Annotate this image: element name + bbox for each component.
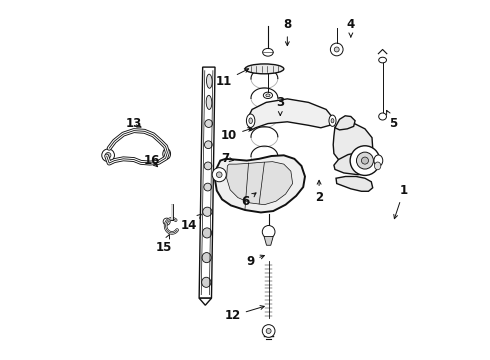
Text: 4: 4 bbox=[347, 18, 355, 37]
Circle shape bbox=[266, 329, 271, 333]
Ellipse shape bbox=[379, 57, 387, 63]
Ellipse shape bbox=[202, 253, 211, 263]
Text: 16: 16 bbox=[143, 154, 160, 167]
Circle shape bbox=[262, 225, 275, 238]
Text: 13: 13 bbox=[126, 117, 142, 130]
Polygon shape bbox=[199, 298, 212, 305]
Circle shape bbox=[262, 325, 275, 337]
Text: 8: 8 bbox=[283, 18, 292, 46]
Circle shape bbox=[362, 157, 368, 164]
Ellipse shape bbox=[263, 48, 273, 56]
Circle shape bbox=[330, 43, 343, 56]
Polygon shape bbox=[215, 155, 305, 212]
Text: 5: 5 bbox=[387, 111, 397, 130]
Polygon shape bbox=[248, 99, 333, 131]
Circle shape bbox=[204, 162, 212, 170]
Text: 3: 3 bbox=[276, 96, 284, 116]
Text: 15: 15 bbox=[156, 235, 172, 253]
Circle shape bbox=[203, 207, 212, 216]
Polygon shape bbox=[264, 237, 273, 245]
Circle shape bbox=[204, 183, 212, 191]
Circle shape bbox=[204, 141, 212, 149]
Polygon shape bbox=[336, 176, 373, 191]
Polygon shape bbox=[335, 116, 355, 130]
Ellipse shape bbox=[329, 115, 336, 126]
Ellipse shape bbox=[266, 94, 270, 97]
Ellipse shape bbox=[163, 149, 171, 159]
Text: 9: 9 bbox=[246, 255, 264, 267]
Polygon shape bbox=[199, 67, 215, 298]
Ellipse shape bbox=[374, 162, 381, 170]
Text: 2: 2 bbox=[315, 180, 323, 204]
Text: 12: 12 bbox=[224, 306, 264, 322]
Circle shape bbox=[205, 120, 213, 127]
Polygon shape bbox=[227, 162, 293, 205]
Circle shape bbox=[102, 149, 115, 162]
Ellipse shape bbox=[202, 277, 211, 287]
Text: 14: 14 bbox=[180, 214, 201, 232]
Ellipse shape bbox=[249, 118, 252, 123]
Text: 10: 10 bbox=[221, 128, 252, 143]
Ellipse shape bbox=[246, 114, 255, 127]
Circle shape bbox=[163, 218, 170, 225]
Circle shape bbox=[217, 172, 222, 177]
Circle shape bbox=[350, 146, 380, 175]
Polygon shape bbox=[333, 122, 373, 163]
Text: 1: 1 bbox=[394, 184, 408, 219]
Ellipse shape bbox=[331, 118, 334, 123]
Circle shape bbox=[105, 153, 111, 158]
Ellipse shape bbox=[206, 95, 212, 109]
Ellipse shape bbox=[374, 155, 383, 166]
Ellipse shape bbox=[263, 92, 272, 99]
Ellipse shape bbox=[379, 113, 387, 120]
Polygon shape bbox=[334, 152, 379, 175]
Ellipse shape bbox=[206, 74, 212, 88]
Ellipse shape bbox=[202, 228, 212, 238]
Text: 6: 6 bbox=[241, 193, 256, 208]
Ellipse shape bbox=[245, 64, 284, 74]
Text: 7: 7 bbox=[221, 152, 233, 165]
Text: 11: 11 bbox=[216, 69, 248, 88]
Circle shape bbox=[357, 152, 373, 169]
Circle shape bbox=[334, 47, 339, 52]
Circle shape bbox=[212, 168, 226, 182]
